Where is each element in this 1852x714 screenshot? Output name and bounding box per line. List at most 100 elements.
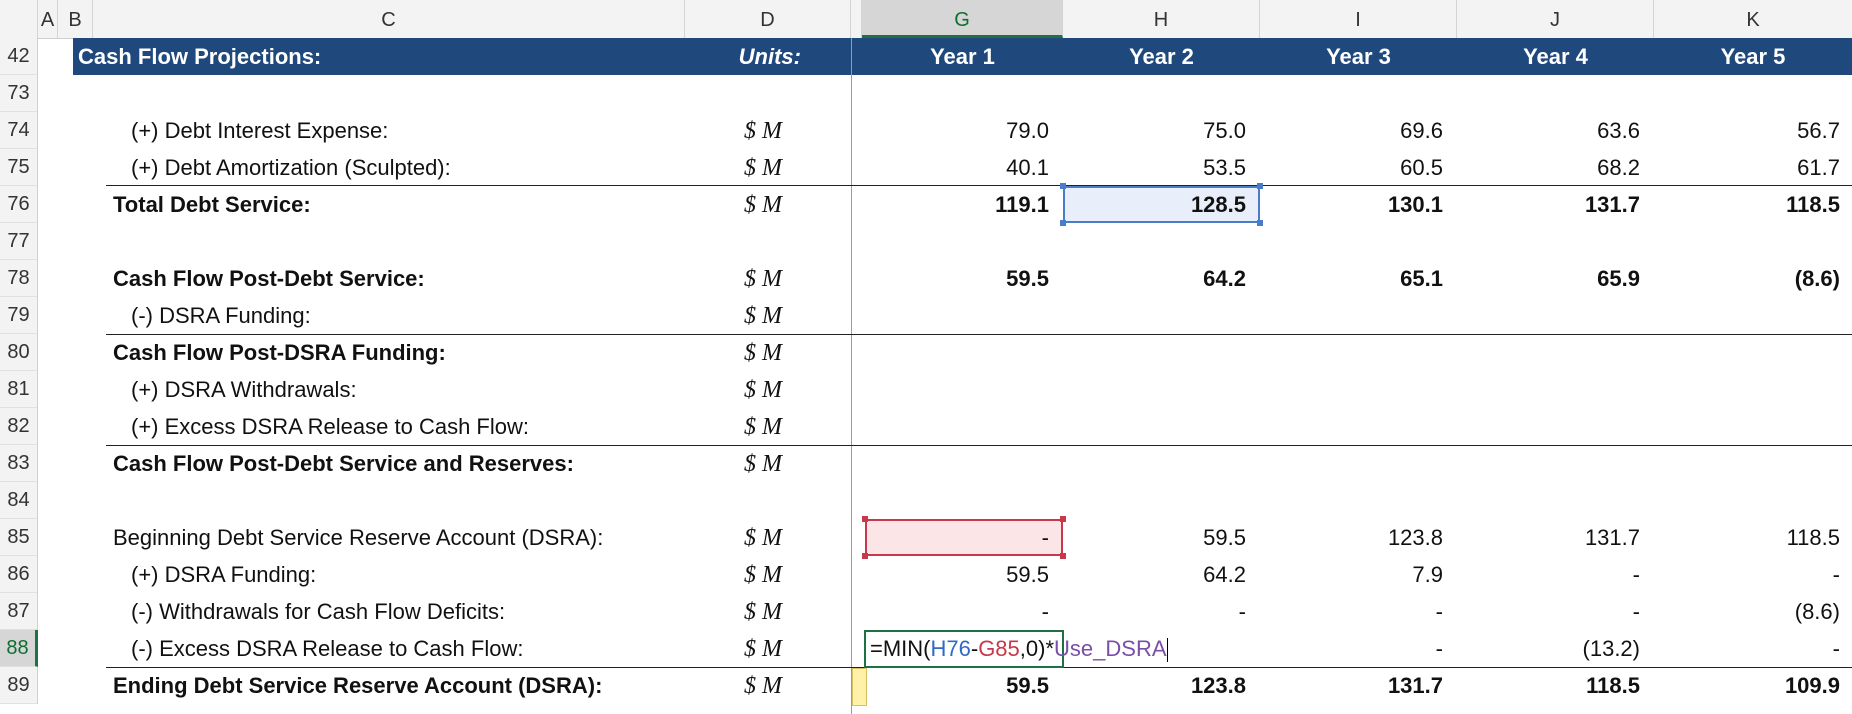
column-header-h[interactable]: H [1063,0,1260,38]
year-4-header[interactable]: Year 4 [1523,44,1588,69]
referenced-cell-g85[interactable] [865,519,1063,556]
row-header-84[interactable]: 84 [0,482,38,519]
row-header-81[interactable]: 81 [0,371,38,408]
row-label[interactable]: Total Debt Service: [113,192,311,217]
value-cell-year-1[interactable]: 79.0 [1006,118,1049,143]
row-header-78[interactable]: 78 [0,260,38,297]
value-cell-year-4[interactable]: - [1632,599,1640,624]
row-header-80[interactable]: 80 [0,334,38,371]
value-cell-year-2[interactable]: 59.5 [1203,525,1246,550]
value-cell-year-2[interactable]: 64.2 [1203,266,1246,291]
value-cell-year-5[interactable]: 118.5 [1786,525,1840,550]
value-cell-year-3[interactable] [1253,223,1443,260]
value-cell-year-5[interactable]: - [1832,562,1840,587]
row-units[interactable]: $ M [744,451,782,477]
value-cell-year-2[interactable]: 53.5 [1203,155,1246,180]
value-cell-year-2[interactable] [1056,75,1246,112]
row-label[interactable]: Cash Flow Post-Debt Service and Reserves… [113,451,574,476]
value-cell-year-4[interactable]: 131.7 [1584,525,1640,550]
value-cell-year-2[interactable] [1056,445,1246,482]
column-header-j[interactable]: J [1457,0,1654,38]
value-cell-year-2[interactable] [1056,297,1246,334]
value-cell-year-5[interactable] [1650,482,1840,519]
column-header-g[interactable]: G [862,0,1063,38]
value-cell-year-1[interactable] [859,223,1049,260]
value-cell-year-4[interactable]: 68.2 [1597,155,1640,180]
row-label[interactable]: Ending Debt Service Reserve Account (DSR… [113,673,603,698]
units-header[interactable]: Units: [738,44,801,69]
value-cell-year-5[interactable]: - [1832,636,1840,661]
selected-range-h76[interactable] [1063,186,1260,223]
row-units[interactable]: $ M [744,414,782,440]
value-cell-year-2[interactable] [1056,408,1246,445]
row-label[interactable]: (-) DSRA Funding: [131,303,311,328]
value-cell-year-1[interactable]: 59.5 [1006,673,1049,698]
value-cell-year-2[interactable]: 64.2 [1203,562,1246,587]
selection-handle-tl[interactable] [1060,183,1066,189]
row-header-88[interactable]: 88 [0,630,38,667]
value-cell-year-4[interactable]: 118.5 [1586,673,1640,698]
value-cell-year-3[interactable]: 130.1 [1387,192,1443,217]
value-cell-year-3[interactable]: 60.5 [1400,155,1443,180]
row-header-42[interactable]: 42 [0,38,38,75]
value-cell-year-1[interactable] [859,297,1049,334]
value-cell-year-5[interactable]: (8.6) [1794,599,1840,624]
row-label[interactable]: (+) DSRA Funding: [131,562,317,587]
value-cell-year-3[interactable] [1253,482,1443,519]
selection-handle-br[interactable] [1257,220,1263,226]
value-cell-year-3[interactable]: 65.1 [1400,266,1443,291]
ref-handle-tl[interactable] [862,516,868,522]
row-units[interactable]: $ M [744,377,782,403]
value-cell-year-1[interactable]: 40.1 [1006,155,1049,180]
row-label[interactable]: (+) DSRA Withdrawals: [131,377,357,402]
value-cell-year-4[interactable] [1450,445,1640,482]
value-cell-year-3[interactable]: 131.7 [1387,673,1443,698]
column-header-k[interactable]: K [1746,9,1760,31]
row-header-76[interactable]: 76 [0,186,38,223]
value-cell-year-2[interactable]: - [1238,599,1246,624]
value-cell-year-4[interactable] [1450,334,1640,371]
value-cell-year-1[interactable]: 59.5 [1006,266,1049,291]
row-header-86[interactable]: 86 [0,556,38,593]
year-2-header[interactable]: Year 2 [1129,44,1194,69]
row-label[interactable]: Cash Flow Post-DSRA Funding: [113,340,446,365]
column-header-i[interactable]: I [1260,0,1457,38]
row-units[interactable]: $ M [744,340,782,366]
value-cell-year-3[interactable]: 69.6 [1400,118,1443,143]
value-cell-year-5[interactable] [1650,408,1840,445]
row-units[interactable]: $ M [744,525,782,551]
value-cell-year-2[interactable] [1056,334,1246,371]
value-cell-year-5[interactable] [1650,297,1840,334]
value-cell-year-5[interactable]: (8.6) [1794,266,1840,291]
value-cell-year-5[interactable]: 61.7 [1797,155,1840,180]
row-units[interactable]: $ M [744,562,782,588]
row-label[interactable]: Cash Flow Post-Debt Service: [113,266,425,291]
value-cell-year-1[interactable] [859,75,1049,112]
selection-handle-tr[interactable] [1257,183,1263,189]
row-label[interactable]: (+) Debt Amortization (Sculpted): [131,155,451,180]
value-cell-year-5[interactable] [1650,223,1840,260]
row-units[interactable]: $ M [744,155,782,181]
ref-handle-bl[interactable] [862,553,868,559]
row-label[interactable]: Beginning Debt Service Reserve Account (… [113,525,604,550]
value-cell-year-3[interactable]: - [1435,599,1443,624]
selection-handle-bl[interactable] [1060,220,1066,226]
value-cell-year-4[interactable]: - [1632,562,1640,587]
value-cell-year-1[interactable]: 119.1 [995,192,1049,217]
row-units[interactable]: $ M [744,673,782,699]
row-units[interactable]: $ M [744,636,782,662]
value-cell-year-1[interactable]: - [1041,599,1049,624]
value-cell-year-3[interactable]: 123.8 [1387,525,1443,550]
row-header-73[interactable]: 73 [0,75,38,112]
value-cell-year-5[interactable] [1650,75,1840,112]
value-cell-year-4[interactable]: 63.6 [1597,118,1640,143]
row-units[interactable]: $ M [744,303,782,329]
value-cell-year-5[interactable]: 56.7 [1797,118,1840,143]
column-header-b[interactable]: B [58,0,93,38]
value-cell-year-2[interactable]: 128.5 [1190,192,1246,217]
value-cell-year-4[interactable]: 65.9 [1597,266,1640,291]
value-cell-year-5[interactable]: 118.5 [1786,192,1840,217]
value-cell-year-3[interactable]: 7.9 [1412,562,1443,587]
row-header-79[interactable]: 79 [0,297,38,334]
